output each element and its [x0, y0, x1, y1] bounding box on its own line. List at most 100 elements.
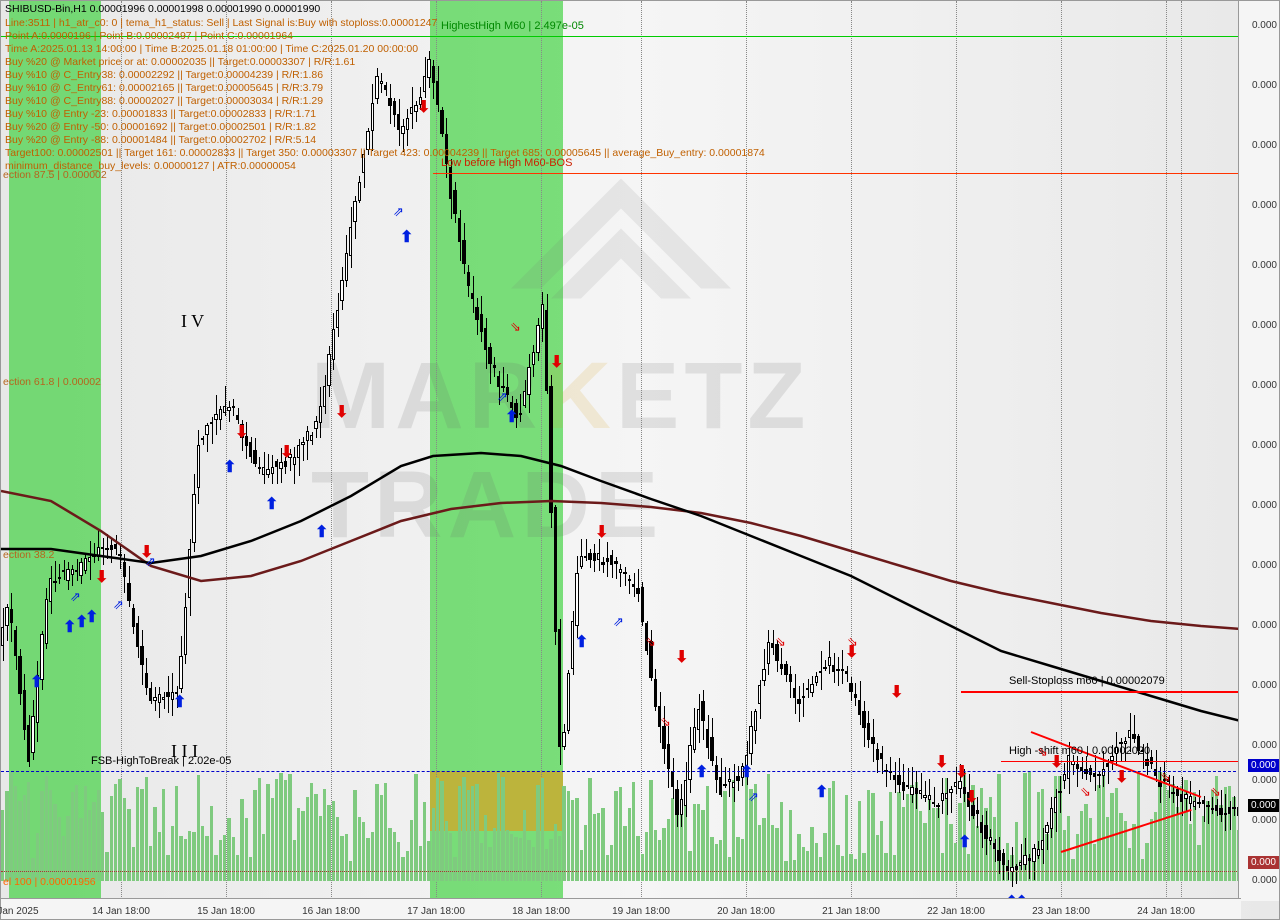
- info-line: Buy %20 @ Market price or at: 0.00002035…: [5, 56, 355, 68]
- y-tick-label: 0.000: [1252, 320, 1277, 331]
- x-tick-label: 19 Jan 18:00: [612, 906, 670, 917]
- volume-bar: [1167, 790, 1170, 881]
- volume-bar: [449, 833, 452, 881]
- volume-bar: [902, 807, 905, 881]
- volume-bar: [527, 840, 530, 881]
- volume-bar: [266, 784, 269, 881]
- volume-bar: [214, 855, 217, 881]
- volume-bar: [845, 795, 848, 881]
- chart-plot-area[interactable]: MARKETZ TRADE HighestHigh M60 | 2.497e-0…: [1, 1, 1241, 901]
- volume-bar: [871, 793, 874, 881]
- info-line: Buy %20 @ Entry -88: 0.00001484 || Targe…: [5, 134, 316, 146]
- info-line: Target100: 0.00002501 || Target 161: 0.0…: [5, 147, 765, 159]
- grid-vline: [1181, 1, 1182, 901]
- arrow-down-icon: ⇘: [1080, 785, 1091, 798]
- volume-bar: [105, 852, 108, 881]
- volume-bar: [480, 843, 483, 881]
- volume-bar: [1037, 792, 1040, 881]
- arrow-down-icon: ⬇: [935, 755, 948, 771]
- volume-bar: [736, 837, 739, 881]
- volume-bar: [554, 824, 557, 881]
- volume-bar: [976, 826, 979, 881]
- y-axis: 0.0000.0000.0000.0000.0000.0000.0000.000…: [1238, 1, 1279, 901]
- volume-bar: [84, 786, 87, 881]
- horizontal-level-label: High -shift m60 | 0.00002020: [1009, 745, 1150, 757]
- volume-bar: [797, 834, 800, 881]
- volume-bar: [192, 832, 195, 881]
- volume-bar: [384, 783, 387, 881]
- grid-vline: [641, 1, 642, 901]
- volume-bar: [558, 836, 561, 881]
- volume-bar: [493, 828, 496, 881]
- volume-bar: [75, 785, 78, 881]
- volume-bar: [1102, 776, 1105, 881]
- volume-bar: [497, 773, 500, 881]
- volume-bar: [1145, 843, 1148, 881]
- volume-bar: [279, 773, 282, 881]
- x-tick-label: 18 Jan 18:00: [512, 906, 570, 917]
- projection-label: ection 38.2: [3, 549, 54, 561]
- volume-bar: [205, 836, 208, 881]
- watermark-logo: [491, 149, 751, 322]
- volume-bar: [436, 778, 439, 881]
- info-line: Buy %10 @ C_Entry61: 0.00002165 || Targe…: [5, 82, 323, 94]
- volume-bar: [92, 802, 95, 881]
- volume-bar: [340, 836, 343, 881]
- y-tick-label: 0.000: [1252, 260, 1277, 271]
- x-axis: 13 Jan 202514 Jan 18:0015 Jan 18:0016 Ja…: [1, 898, 1241, 919]
- volume-bar: [223, 835, 226, 881]
- projection-label: ection 87.5 | 0.000002: [3, 169, 107, 181]
- volume-bar: [162, 789, 165, 881]
- volume-bar: [140, 789, 143, 881]
- volume-bar: [310, 783, 313, 881]
- arrow-up-icon: ⇗: [113, 598, 124, 611]
- volume-bar: [632, 782, 635, 881]
- volume-bar: [941, 853, 944, 881]
- volume-bar: [1128, 848, 1131, 881]
- volume-bar: [562, 786, 565, 881]
- volume-bar: [1197, 845, 1200, 881]
- volume-bar: [184, 839, 187, 881]
- arrow-up-icon: ⬆: [265, 497, 278, 513]
- info-line: Point A:0.0000196 | Point B:0.00002497 |…: [5, 30, 293, 42]
- horizontal-level-line: [433, 173, 1241, 174]
- arrow-down-icon: ⇘: [660, 715, 671, 728]
- arrow-up-icon: ⇗: [748, 790, 759, 803]
- volume-bar: [427, 841, 430, 881]
- volume-bar: [880, 821, 883, 881]
- volume-bar: [858, 801, 861, 881]
- volume-bar: [388, 828, 391, 881]
- info-line: Buy %20 @ Entry -50: 0.00001692 || Targe…: [5, 121, 316, 133]
- y-tick-label: 0.000: [1252, 775, 1277, 786]
- volume-bar: [619, 787, 622, 881]
- volume-bar: [240, 799, 243, 881]
- volume-bar: [232, 837, 235, 881]
- x-tick-label: 24 Jan 18:00: [1137, 906, 1195, 917]
- volume-bar: [306, 797, 309, 881]
- volume-bar: [923, 823, 926, 881]
- volume-bar: [884, 853, 887, 881]
- arrow-down-icon: ⬇: [595, 525, 608, 541]
- volume-bar: [201, 826, 204, 881]
- volume-bar: [219, 840, 222, 881]
- x-tick-label: 15 Jan 18:00: [197, 906, 255, 917]
- volume-bar: [645, 832, 648, 881]
- horizontal-level-label: Sell-Stoploss m60 | 0.00002079: [1009, 675, 1165, 687]
- volume-bar: [419, 846, 422, 881]
- volume-bar: [719, 840, 722, 881]
- volume-bar: [928, 800, 931, 881]
- arrow-up-icon: ⬆: [223, 460, 236, 476]
- volume-bar: [810, 827, 813, 881]
- volume-bar: [836, 845, 839, 881]
- volume-bar: [967, 854, 970, 881]
- volume-bar: [1228, 786, 1231, 881]
- chart-container: MARKETZ TRADE HighestHigh M60 | 2.497e-0…: [0, 0, 1280, 920]
- volume-bar: [414, 774, 417, 881]
- volume-bar: [1132, 824, 1135, 881]
- arrow-down-icon: ⬇: [280, 445, 293, 461]
- grid-vline: [1166, 1, 1167, 901]
- volume-bar: [658, 840, 661, 881]
- volume-bar: [253, 790, 256, 881]
- volume-bar: [210, 806, 213, 881]
- arrow-up-icon: ⇗: [497, 390, 508, 403]
